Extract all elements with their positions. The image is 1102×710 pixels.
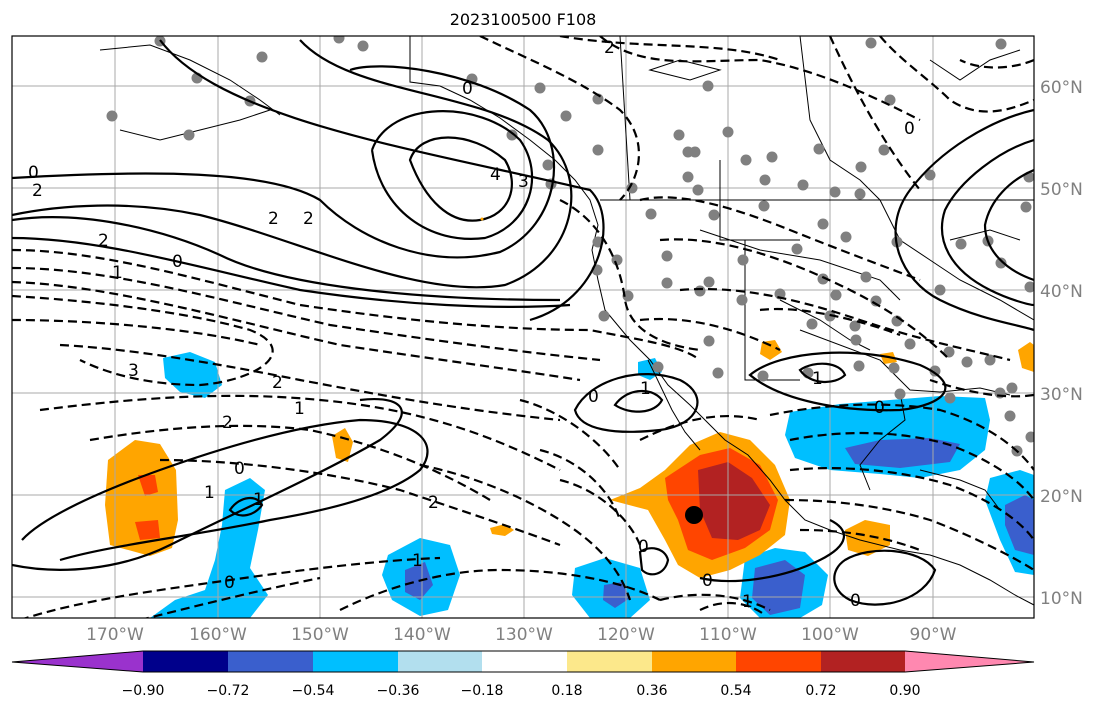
colorbar-swatch [228,651,313,672]
positive-shading [880,352,897,364]
contour-label: 0 [702,571,713,591]
contour-label: 3 [128,361,139,381]
lon-label: 150°W [291,625,349,645]
lon-label: 90°W [910,625,957,645]
positive-shading-mid [138,475,158,496]
lon-label: 100°W [801,625,859,645]
colorbar-tick-label: −0.72 [207,683,250,699]
contour-label: 0 [874,398,885,418]
contour-label: 1 [253,490,264,510]
colorbar-outline [11,650,1035,673]
lon-label: 170°W [86,625,144,645]
contour-label: 1 [640,379,651,399]
colorbar-swatch [905,651,1034,672]
lat-label: 40°N [1040,282,1083,302]
shaded-regions [105,340,1034,618]
map-area: 2 0 2 1 0 2 2 4 3 0 3 2 1 2 1 0 1 1 0 2 … [12,36,1034,618]
contour-label: 2 [428,493,439,513]
negative-shading-mid [752,560,805,615]
contour-label: 0 [904,119,915,139]
colorbar-tick-label: 0.72 [805,683,836,699]
colorbar-swatch [398,651,482,672]
contour-label: 2 [272,373,283,393]
colorbar-tick-label: 0.54 [720,683,751,699]
colorbar-tick-label: 0.36 [636,683,667,699]
lon-label: 110°W [699,625,757,645]
contour-label: 0 [638,537,649,557]
location-marker [685,506,703,524]
contour-label: 0 [234,459,245,479]
negative-shading-mid [845,438,960,468]
contour-label: 0 [462,79,473,99]
positive-shading-dark [698,462,770,540]
colorbar-swatch [12,651,143,672]
contour-label: 0 [28,163,39,183]
positive-shading-mid [135,520,160,540]
colorbar-tick-label: 0.18 [551,683,582,699]
lon-label: 160°W [189,625,247,645]
contour-label: 2 [98,231,109,251]
contour-label: 3 [518,172,529,192]
contour-label: 2 [303,209,314,229]
lat-label: 10°N [1040,589,1083,609]
lat-label: 60°N [1040,78,1083,98]
dashed-contours [12,36,1034,618]
lon-label: 130°W [495,625,553,645]
lon-label: 120°W [597,625,655,645]
coastlines [99,36,1034,606]
negative-shading-mid [603,582,630,608]
contour-label: 1 [294,399,305,419]
contour-labels: 2 0 2 1 0 2 2 4 3 0 3 2 1 2 1 0 1 1 0 2 … [28,38,915,612]
lat-label: 20°N [1040,487,1083,507]
longitude-labels: 170°W 160°W 150°W 140°W 130°W 120°W 110°… [86,625,957,645]
lat-label: 50°N [1040,180,1083,200]
colorbar-swatch [567,651,652,672]
map-title: 2023100500 F108 [449,10,597,29]
positive-shading [845,520,890,556]
contour-label: 0 [224,573,235,593]
contour-label: 2 [604,38,615,58]
colorbar-swatch [736,651,821,672]
positive-shading [1018,342,1034,372]
contour-label: 2 [32,181,43,201]
latitude-labels: 60°N 50°N 40°N 30°N 20°N 10°N [1040,78,1083,609]
lat-label: 30°N [1040,385,1083,405]
colorbar-swatch [143,651,228,672]
contour-label: 0 [588,387,599,407]
colorbar-swatch [482,651,567,672]
colorbar-swatch [821,651,905,672]
positive-shading [332,428,353,462]
contour-label: 1 [204,483,215,503]
contour-label: 4 [490,165,501,185]
colorbar-swatch [652,651,736,672]
small-marker [480,217,484,221]
lon-label: 140°W [393,625,451,645]
colorbar-tick-label: −0.90 [122,683,165,699]
contour-label: 0 [172,252,183,272]
contour-label: 1 [812,369,823,389]
colorbar-tick-label: −0.36 [377,683,420,699]
colorbar-swatch [313,651,398,672]
colorbar-tick-label: −0.54 [292,683,335,699]
colorbar: −0.90 −0.72 −0.54 −0.36 −0.18 0.18 0.36 … [11,650,1035,699]
colorbar-tick-label: 0.90 [889,683,920,699]
colorbar-tick-label: −0.18 [461,683,504,699]
positive-shading [760,340,782,360]
contour-label: 2 [222,413,233,433]
map-frame [11,35,1035,619]
contour-label: 1 [112,263,123,283]
solid-contours [12,39,1034,606]
contour-label: 1 [412,551,423,571]
contour-label: 0 [850,591,861,611]
contour-label: 2 [268,209,279,229]
contour-label: 1 [742,592,753,612]
